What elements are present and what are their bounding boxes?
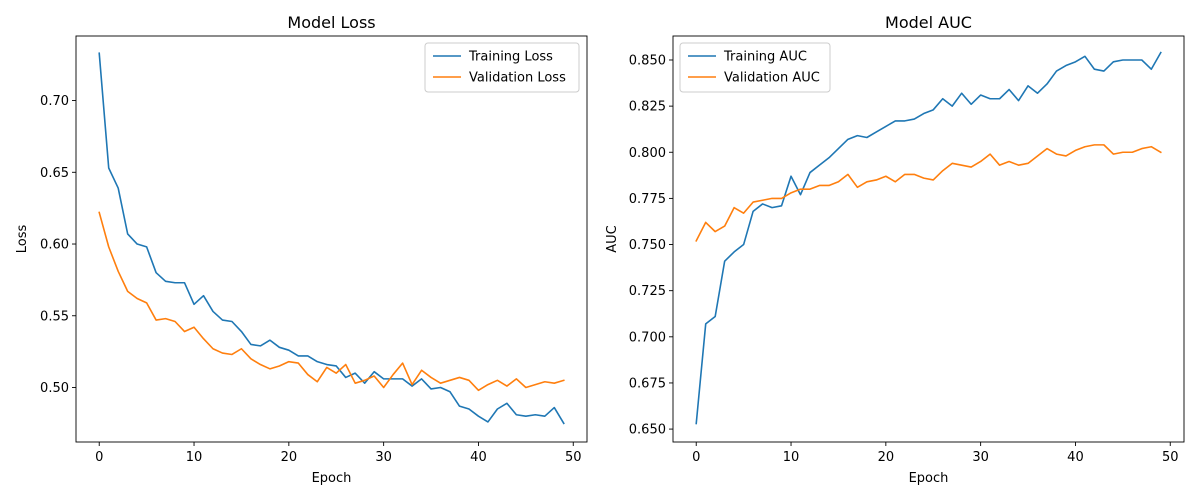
plot-frame bbox=[75, 35, 588, 443]
y-tick-label: 0.70 bbox=[40, 94, 69, 109]
x-tick-label: 20 bbox=[878, 450, 895, 465]
y-tick-label: 0.825 bbox=[629, 100, 666, 115]
chart-title: Model Loss bbox=[287, 13, 375, 32]
legend-box bbox=[679, 42, 831, 93]
x-tick-label: 40 bbox=[470, 450, 487, 465]
y-tick-label: 0.50 bbox=[40, 381, 69, 396]
x-axis-label: Epoch bbox=[909, 471, 949, 486]
series-line-training-loss bbox=[98, 52, 565, 425]
series-line-validation-auc bbox=[695, 144, 1162, 242]
legend: Training Loss Validation Loss bbox=[424, 42, 580, 93]
y-tick-label: 0.65 bbox=[40, 166, 69, 181]
x-tick-label: 10 bbox=[186, 450, 203, 465]
x-tick-label: 0 bbox=[692, 450, 700, 465]
x-tick-label: 50 bbox=[1162, 450, 1179, 465]
y-tick-label: 0.850 bbox=[629, 53, 666, 68]
y-axis-label: AUC bbox=[605, 225, 620, 253]
y-tick-label: 0.750 bbox=[629, 238, 666, 253]
x-tick-label: 20 bbox=[281, 450, 298, 465]
x-tick-label: 10 bbox=[783, 450, 800, 465]
subplot-1: 0 10 20 30 40 50 0.50 0.55 0.60 0.65 0.70 Model Los… bbox=[15, 13, 588, 486]
legend-label: Validation AUC bbox=[724, 71, 820, 86]
plot-frame bbox=[672, 35, 1185, 443]
y-axis-label: Loss bbox=[15, 225, 30, 254]
y-tick-label: 0.675 bbox=[629, 376, 666, 391]
y-tick-label: 0.700 bbox=[629, 330, 666, 345]
y-tick-label: 0.60 bbox=[40, 238, 69, 253]
y-tick-label: 0.55 bbox=[40, 309, 69, 324]
legend: Training AUC Validation AUC bbox=[679, 42, 831, 93]
legend-box bbox=[424, 42, 580, 93]
x-axis-label: Epoch bbox=[312, 471, 352, 486]
subplot-2: 0 10 20 30 40 50 0.650 0.675 0.700 0.725 0.750 0.77… bbox=[605, 13, 1185, 486]
y-tick-label: 0.725 bbox=[629, 284, 666, 299]
legend-label: Validation Loss bbox=[469, 71, 566, 86]
legend-label: Training AUC bbox=[723, 50, 807, 65]
x-tick-label: 50 bbox=[565, 450, 582, 465]
series-line-training-auc bbox=[695, 51, 1162, 425]
y-tick-label: 0.650 bbox=[629, 423, 666, 438]
chart-title: Model AUC bbox=[885, 13, 972, 32]
x-tick-label: 0 bbox=[95, 450, 103, 465]
legend-label: Training Loss bbox=[468, 50, 553, 65]
x-tick-label: 40 bbox=[1067, 450, 1084, 465]
y-tick-label: 0.775 bbox=[629, 192, 666, 207]
x-tick-label: 30 bbox=[375, 450, 392, 465]
y-tick-label: 0.800 bbox=[629, 146, 666, 161]
series-line-validation-loss bbox=[98, 211, 565, 392]
x-tick-label: 30 bbox=[972, 450, 989, 465]
